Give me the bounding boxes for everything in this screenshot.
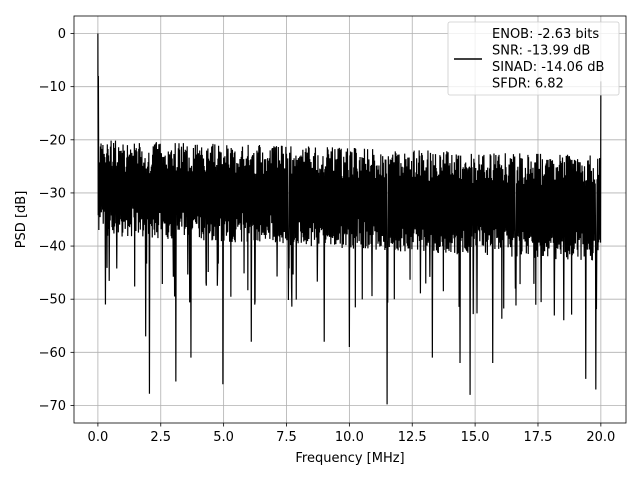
x-tick-label: 2.5 bbox=[150, 430, 171, 445]
x-tick-label: 17.5 bbox=[524, 430, 553, 445]
y-axis-label: PSD [dB] bbox=[14, 191, 29, 249]
legend: ENOB: -2.63 bits SNR: -13.99 dB SINAD: -… bbox=[447, 21, 620, 96]
x-tick-label: 5.0 bbox=[213, 430, 234, 445]
x-tick-label: 12.5 bbox=[398, 430, 427, 445]
psd-series-line bbox=[97, 33, 602, 405]
x-tick-label: 10.0 bbox=[335, 430, 364, 445]
x-tick-label: 0.0 bbox=[88, 430, 109, 445]
y-tick-label: −40 bbox=[39, 240, 66, 255]
y-tick-label: −30 bbox=[39, 186, 66, 201]
y-tick-label: −70 bbox=[39, 399, 66, 414]
legend-entry-enob: ENOB: -2.63 bits bbox=[492, 27, 599, 42]
x-axis-label: Frequency [MHz] bbox=[295, 451, 404, 466]
x-tick-label: 7.5 bbox=[276, 430, 297, 445]
axes-frame bbox=[73, 15, 627, 424]
y-tick-label: −60 bbox=[39, 346, 66, 361]
x-tick-label: 15.0 bbox=[461, 430, 490, 445]
y-tick-label: −10 bbox=[39, 80, 66, 95]
legend-box bbox=[447, 21, 620, 96]
plot-area bbox=[97, 33, 602, 405]
y-axis: 0 −10 −20 −30 −40 −50 −60 −70 bbox=[39, 27, 74, 414]
y-tick-label: −50 bbox=[39, 293, 66, 308]
legend-entry-snr: SNR: -13.99 dB bbox=[492, 44, 590, 59]
x-tick-label: 20.0 bbox=[586, 430, 615, 445]
x-axis: 0.0 2.5 5.0 7.5 10.0 12.5 15.0 17.5 20.0 bbox=[88, 423, 615, 445]
legend-entry-sinad: SINAD: -14.06 dB bbox=[492, 60, 604, 75]
y-tick-label: −20 bbox=[39, 133, 66, 148]
y-tick-label: 0 bbox=[58, 27, 66, 42]
legend-entry-sfdr: SFDR: 6.82 bbox=[492, 77, 564, 92]
